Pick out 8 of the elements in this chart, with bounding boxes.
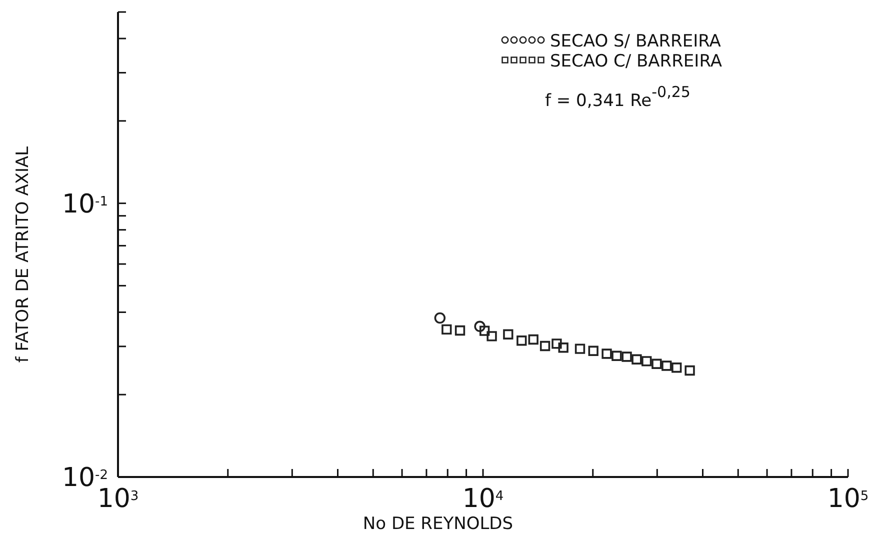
y-tick-label: 10$^{-1}$ bbox=[62, 189, 108, 220]
legend-label: SECAO S/ BARREIRA bbox=[550, 31, 722, 52]
x-tick-label: 10$^{4}$ bbox=[462, 484, 504, 514]
y-axis-title: f FATOR DE ATRITO AXIAL bbox=[13, 146, 33, 363]
annotation: f = 0,341 Re$^{-0,25}$ bbox=[545, 83, 690, 111]
x-tick-label: 10$^{5}$ bbox=[827, 484, 869, 514]
x-axis-title: No DE REYNOLDS bbox=[362, 514, 514, 534]
legend-label: SECAO C/ BARREIRA bbox=[550, 51, 722, 72]
